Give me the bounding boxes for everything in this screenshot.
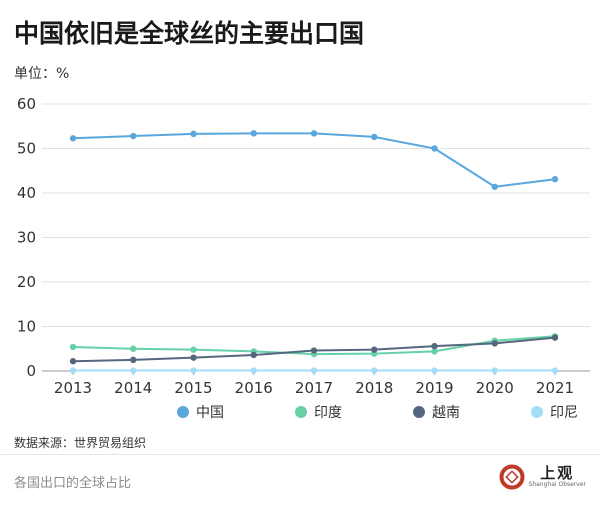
y-tick-label: 10 [17,318,36,336]
brand-subtitle: Shanghai Observer [528,481,586,488]
data-point [190,346,197,353]
data-point [69,135,77,142]
x-tick-label: 2013 [54,379,92,397]
y-tick-label: 30 [17,229,36,247]
data-point [130,132,137,140]
data-point [130,356,137,364]
x-tick-label: 2017 [295,379,333,397]
data-point [431,348,438,355]
legend-label: 印度 [314,405,342,421]
y-tick-label: 40 [17,184,36,202]
brand-name: 上观 [540,464,575,482]
data-point [250,130,257,137]
x-tick-label: 2019 [415,379,453,397]
series-line [72,132,556,188]
unit-label: 单位：% [14,66,70,82]
x-tick-label: 2021 [536,379,574,397]
data-point [371,133,378,141]
legend-label: 印尼 [550,405,578,421]
data-point [69,358,77,365]
data-point [310,367,318,374]
data-point [250,351,257,359]
brand-logo: 上观 Shanghai Observer [499,464,586,490]
data-point [310,347,318,354]
data-point [431,342,438,350]
legend-marker [413,406,425,418]
data-point [130,367,137,374]
series-0 [69,130,559,190]
data-point [551,367,559,374]
series-2 [69,334,559,365]
x-tick-label: 2014 [114,379,152,397]
y-tick-label: 20 [17,273,36,291]
x-tick-label: 2015 [174,379,212,397]
chart-title: 中国依旧是全球丝的主要出口国 [14,19,365,48]
data-point [431,145,438,152]
data-point [491,183,498,190]
brand-mark-icon [499,464,525,490]
data-point [69,367,77,374]
data-point [250,367,257,374]
legend-marker [531,406,543,418]
data-point [130,345,137,352]
data-point [190,367,197,374]
data-point [431,367,438,374]
x-tick-label: 2016 [235,379,273,397]
data-source: 数据来源：世界贸易组织 [14,436,147,450]
x-tick-label: 2020 [476,379,514,397]
footer-divider [0,454,600,455]
data-point [551,176,559,183]
legend-label: 中国 [196,405,224,421]
legend-marker [295,406,307,418]
data-point [371,346,378,353]
data-point [69,343,77,351]
y-tick-label: 60 [17,95,36,113]
data-point [190,130,197,138]
series-3 [69,367,559,374]
data-point [190,354,197,361]
data-point [551,334,559,341]
data-point [491,367,498,374]
x-tick-label: 2018 [355,379,393,397]
y-tick-label: 50 [17,140,36,158]
data-point [310,130,318,137]
y-tick-label: 0 [26,362,36,380]
legend-marker [177,406,189,418]
data-point [371,367,378,374]
line-chart: 0 10 20 30 40 50 60 2013 2014 2015 2016 2017 2018 20… [17,95,590,421]
legend-label: 越南 [432,405,460,421]
data-point [491,340,498,347]
chart-caption: 各国出口的全球占比 [14,476,132,491]
